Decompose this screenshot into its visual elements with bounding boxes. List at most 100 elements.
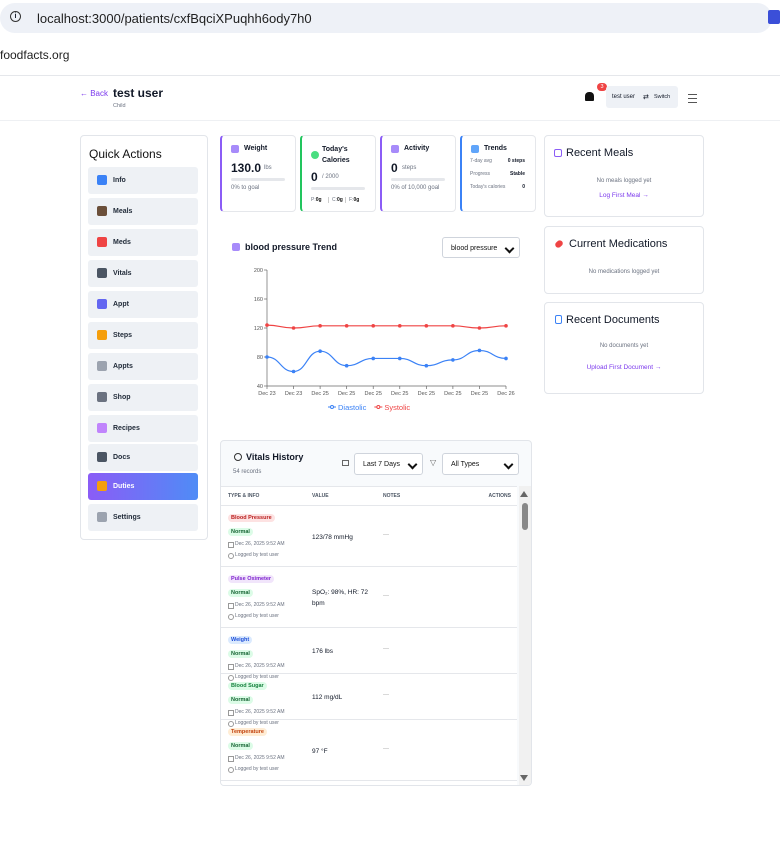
quick-action-label: Duties: [113, 483, 135, 490]
notification-badge: 3: [597, 83, 607, 91]
date-icon: [228, 603, 234, 609]
entry-date: Dec 26, 2025 9:52 AM: [235, 755, 285, 761]
legend-item: Systolic: [374, 403, 410, 412]
status-badge: Normal: [228, 528, 253, 536]
quick-action-button[interactable]: Meals: [88, 198, 198, 225]
address-bar[interactable]: i localhost:3000/patients/cxfBqciXPuqhh6…: [0, 3, 772, 33]
quick-action-button[interactable]: Docs: [88, 444, 198, 471]
type-badge: Weight: [228, 636, 253, 644]
stat-label: Activity: [404, 145, 430, 152]
range-select[interactable]: Last 7 Days: [354, 453, 423, 475]
action-link[interactable]: Log First Meal →: [599, 192, 649, 199]
quick-action-button[interactable]: Appts: [88, 353, 198, 380]
vitals-row: Blood Sugar Normal Dec 26, 2025 9:52 AM Log…: [221, 674, 517, 727]
progress-bar: [231, 178, 285, 181]
action-link[interactable]: Upload First Document →: [586, 364, 662, 371]
quick-action-button[interactable]: Recipes: [88, 415, 198, 442]
divider: [221, 505, 517, 506]
trend-value: 0 steps: [507, 158, 525, 164]
x-tick-label: Dec 25: [444, 391, 461, 397]
calendar-icon: [342, 460, 349, 466]
x-tick-label: Dec 25: [418, 391, 435, 397]
notes: —: [383, 692, 389, 698]
macro-label: C:: [332, 197, 337, 203]
icon: [311, 151, 319, 159]
vitals-row: Temperature Normal Dec 26, 2025 9:52 AM Log…: [221, 720, 517, 781]
trend-label: Progress: [470, 171, 491, 177]
bookmark[interactable]: foodfacts.org: [0, 48, 70, 62]
notes: —: [383, 646, 389, 652]
quick-action-button[interactable]: Info: [88, 167, 198, 194]
data-point: [291, 369, 296, 374]
menu-icon[interactable]: [688, 94, 697, 103]
url[interactable]: localhost:3000/patients/cxfBqciXPuqhh6od…: [37, 11, 312, 26]
switch-label: Switch: [654, 94, 671, 100]
data-point: [451, 358, 455, 362]
empty-state: No meals logged yet: [596, 178, 652, 184]
type-badge: Blood Sugar: [228, 682, 267, 690]
quick-action-label: Recipes: [113, 425, 140, 432]
user-switch-button[interactable]: test user ⇄ Switch: [606, 86, 678, 108]
notes: —: [383, 745, 389, 752]
quick-action-button[interactable]: Meds: [88, 229, 198, 256]
x-tick-label: Dec 23: [285, 391, 302, 397]
quick-action-button[interactable]: Duties: [88, 473, 198, 500]
quick-action-button[interactable]: Appt: [88, 291, 198, 318]
recent-meals-card: Recent Meals No meals logged yet Log Fir…: [544, 135, 704, 217]
site-info-icon[interactable]: i: [10, 11, 21, 22]
type-select[interactable]: All Types: [442, 453, 519, 475]
legend-label: Systolic: [384, 403, 410, 412]
record-count: 54 records: [233, 469, 262, 475]
icon: [97, 237, 107, 247]
logged-by: Logged by test user: [235, 766, 279, 772]
x-tick-label: Dec 25: [471, 391, 488, 397]
column-header: ACTIONS: [488, 493, 512, 499]
date-icon: [228, 756, 234, 762]
divider: [0, 120, 780, 121]
activity-card: Activity 0 steps 0% of 10,000 goal: [380, 135, 456, 212]
notes: —: [383, 592, 389, 599]
quick-action-label: Steps: [113, 332, 133, 339]
icon: [97, 206, 107, 216]
scroll-thumb[interactable]: [522, 503, 528, 530]
macro-label: P:: [311, 197, 316, 203]
scroll-down[interactable]: [520, 775, 528, 781]
chart-title: blood pressure Trend: [245, 242, 338, 252]
value: SpO₂: 98%, HR: 72 bpm: [312, 589, 368, 607]
entry-date: Dec 26, 2025 9:52 AM: [235, 663, 285, 669]
scroll-up[interactable]: [520, 491, 528, 497]
card-title: Quick Actions: [89, 147, 162, 161]
macro: F:0g: [345, 197, 359, 203]
icon: [97, 392, 107, 402]
extension-icon[interactable]: [768, 10, 780, 24]
type-badge: Pulse Oximeter: [228, 575, 275, 583]
clock-icon: [234, 453, 242, 461]
user-icon: [228, 675, 234, 681]
quick-action-label: Settings: [113, 514, 141, 521]
trend-value: Stable: [509, 171, 525, 177]
quick-action-button[interactable]: Vitals: [88, 260, 198, 287]
data-point: [265, 323, 269, 327]
scrollbar[interactable]: [519, 486, 531, 785]
switch-icon: ⇄: [643, 94, 649, 101]
quick-action-button[interactable]: Steps: [88, 322, 198, 349]
filter-icon: ▽: [430, 458, 437, 467]
patient-name: test user: [113, 86, 164, 100]
back-link[interactable]: ← Back: [80, 89, 109, 98]
quick-action-label: Info: [113, 177, 126, 184]
quick-action-button[interactable]: Shop: [88, 384, 198, 411]
quick-action-label: Shop: [113, 394, 131, 401]
stat-note: 0% to goal: [231, 185, 260, 191]
quick-action-button[interactable]: Settings: [88, 504, 198, 531]
user-icon: [228, 614, 234, 620]
icon: [97, 330, 107, 340]
column-header: NOTES: [383, 493, 401, 499]
metric-select[interactable]: blood pressure: [442, 237, 520, 258]
stat-note: 0% of 10,000 goal: [391, 185, 440, 191]
bell-icon[interactable]: [585, 92, 594, 101]
entry-date: Dec 26, 2025 9:52 AM: [235, 709, 285, 715]
logged-by: Logged by test user: [235, 720, 279, 726]
logged-by: Logged by test user: [235, 552, 279, 558]
card-title: Recent Documents: [566, 314, 660, 326]
